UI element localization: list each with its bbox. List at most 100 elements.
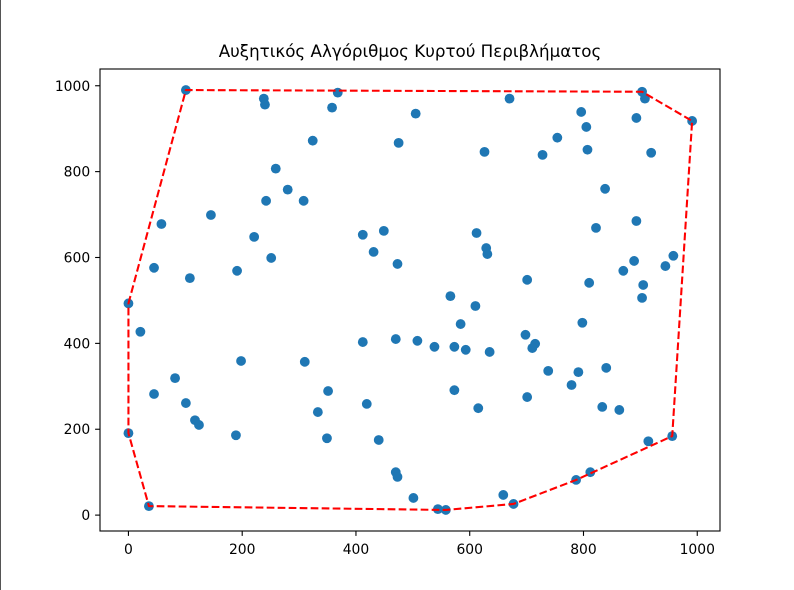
data-point — [614, 405, 625, 415]
x-tick-label: 600 — [456, 542, 483, 558]
data-point — [323, 386, 333, 396]
x-tick-label: 200 — [229, 542, 256, 558]
data-point — [543, 365, 554, 376]
data-point — [471, 228, 482, 238]
data-point — [640, 93, 650, 104]
data-point — [520, 329, 531, 340]
data-point — [566, 380, 577, 390]
data-point — [660, 261, 671, 271]
y-tick-label: 0 — [81, 508, 90, 524]
data-point — [307, 135, 318, 146]
data-point — [484, 347, 495, 357]
data-point — [600, 183, 610, 194]
data-point — [236, 356, 246, 366]
axes-frame — [99, 68, 721, 532]
data-point — [473, 403, 484, 414]
data-point — [332, 87, 343, 98]
data-point — [312, 407, 323, 417]
y-tick-label: 600 — [64, 250, 91, 266]
convex-hull — [127, 89, 694, 511]
data-point — [527, 343, 538, 353]
data-point — [455, 319, 466, 329]
data-point — [504, 93, 515, 104]
data-point — [373, 435, 384, 445]
x-tick-label: 800 — [570, 542, 597, 558]
data-point — [156, 219, 167, 229]
data-point — [206, 210, 216, 220]
data-point — [522, 392, 533, 402]
data-point — [629, 256, 640, 266]
data-point — [249, 231, 260, 242]
plot-area — [99, 68, 721, 532]
data-point — [392, 472, 403, 482]
data-point — [552, 132, 563, 143]
data-point — [184, 273, 195, 283]
data-point — [392, 259, 403, 269]
data-point — [585, 467, 596, 478]
hull-line — [127, 89, 694, 511]
data-point — [261, 195, 271, 206]
y-tick-label: 800 — [64, 165, 91, 181]
data-point — [270, 163, 281, 174]
data-point — [231, 430, 241, 441]
data-point — [522, 274, 533, 285]
data-point — [180, 398, 191, 408]
data-point — [646, 147, 657, 158]
data-point — [449, 341, 460, 352]
data-point — [412, 335, 423, 346]
x-tick-label: 0 — [124, 542, 133, 558]
data-point — [170, 373, 180, 384]
data-point — [618, 265, 629, 276]
data-point — [393, 137, 404, 148]
x-tick-label: 400 — [343, 542, 370, 558]
data-point — [577, 317, 588, 328]
data-point — [357, 337, 368, 347]
data-point — [322, 433, 332, 444]
data-point — [582, 144, 593, 155]
data-point — [584, 277, 595, 288]
data-point — [149, 262, 159, 273]
data-point — [573, 367, 584, 378]
chart-title: Αυξητικός Αλγόριθμος Κυρτού Περιβλήματος — [219, 41, 602, 61]
data-point — [591, 222, 601, 233]
data-point — [597, 402, 608, 412]
data-point — [479, 146, 490, 157]
data-point — [631, 113, 642, 123]
x-axis: 0 200 400 600 800 1000 — [124, 531, 715, 558]
y-tick-label: 200 — [64, 422, 91, 438]
data-point — [637, 292, 647, 303]
data-point — [668, 250, 679, 261]
data-point — [410, 108, 421, 119]
data-point — [470, 301, 481, 311]
data-point — [537, 149, 548, 160]
data-point — [327, 102, 337, 113]
data-point — [601, 362, 612, 373]
data-point — [429, 341, 440, 352]
data-point — [299, 356, 310, 367]
data-point — [368, 247, 379, 257]
data-point — [631, 216, 642, 226]
data-point — [449, 385, 460, 396]
data-point — [482, 249, 493, 259]
data-point — [260, 99, 270, 110]
data-point — [581, 122, 592, 132]
data-point — [638, 280, 649, 290]
data-point — [643, 436, 654, 447]
data-point — [232, 265, 242, 276]
y-tick-label: 1000 — [55, 79, 90, 95]
data-point — [357, 229, 368, 240]
data-point — [445, 291, 456, 302]
y-tick-label: 400 — [64, 336, 91, 352]
data-point — [298, 195, 309, 206]
axes-background — [100, 69, 720, 531]
data-point — [460, 344, 471, 355]
data-point — [149, 389, 159, 399]
x-tick-label: 1000 — [680, 542, 715, 558]
data-point — [135, 326, 146, 337]
data-point — [194, 420, 204, 430]
data-point — [498, 490, 509, 500]
data-point — [378, 225, 389, 236]
data-point — [576, 107, 587, 117]
data-point — [282, 184, 293, 195]
